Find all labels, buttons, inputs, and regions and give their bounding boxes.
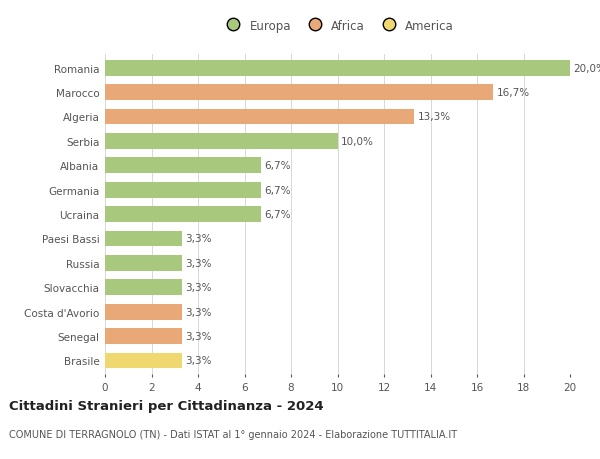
Text: 3,3%: 3,3% xyxy=(185,234,212,244)
Bar xyxy=(105,207,261,223)
Bar xyxy=(105,231,182,247)
Text: 13,3%: 13,3% xyxy=(418,112,451,122)
Text: 10,0%: 10,0% xyxy=(341,136,374,146)
Bar xyxy=(105,109,414,125)
Text: 3,3%: 3,3% xyxy=(185,356,212,366)
Bar xyxy=(105,158,261,174)
Bar xyxy=(105,61,570,76)
Text: 3,3%: 3,3% xyxy=(185,331,212,341)
Text: 3,3%: 3,3% xyxy=(185,258,212,268)
Bar xyxy=(105,329,182,344)
Text: 6,7%: 6,7% xyxy=(264,161,291,171)
Text: 6,7%: 6,7% xyxy=(264,185,291,195)
Bar xyxy=(105,255,182,271)
Bar xyxy=(105,182,261,198)
Bar xyxy=(105,134,337,150)
Text: 3,3%: 3,3% xyxy=(185,307,212,317)
Legend: Europa, Africa, America: Europa, Africa, America xyxy=(221,19,454,33)
Bar xyxy=(105,304,182,320)
Text: COMUNE DI TERRAGNOLO (TN) - Dati ISTAT al 1° gennaio 2024 - Elaborazione TUTTITA: COMUNE DI TERRAGNOLO (TN) - Dati ISTAT a… xyxy=(9,429,457,439)
Bar xyxy=(105,353,182,369)
Text: 6,7%: 6,7% xyxy=(264,210,291,219)
Bar xyxy=(105,85,493,101)
Text: 16,7%: 16,7% xyxy=(497,88,530,98)
Bar xyxy=(105,280,182,296)
Text: 3,3%: 3,3% xyxy=(185,283,212,293)
Text: 20,0%: 20,0% xyxy=(574,63,600,73)
Text: Cittadini Stranieri per Cittadinanza - 2024: Cittadini Stranieri per Cittadinanza - 2… xyxy=(9,399,323,412)
